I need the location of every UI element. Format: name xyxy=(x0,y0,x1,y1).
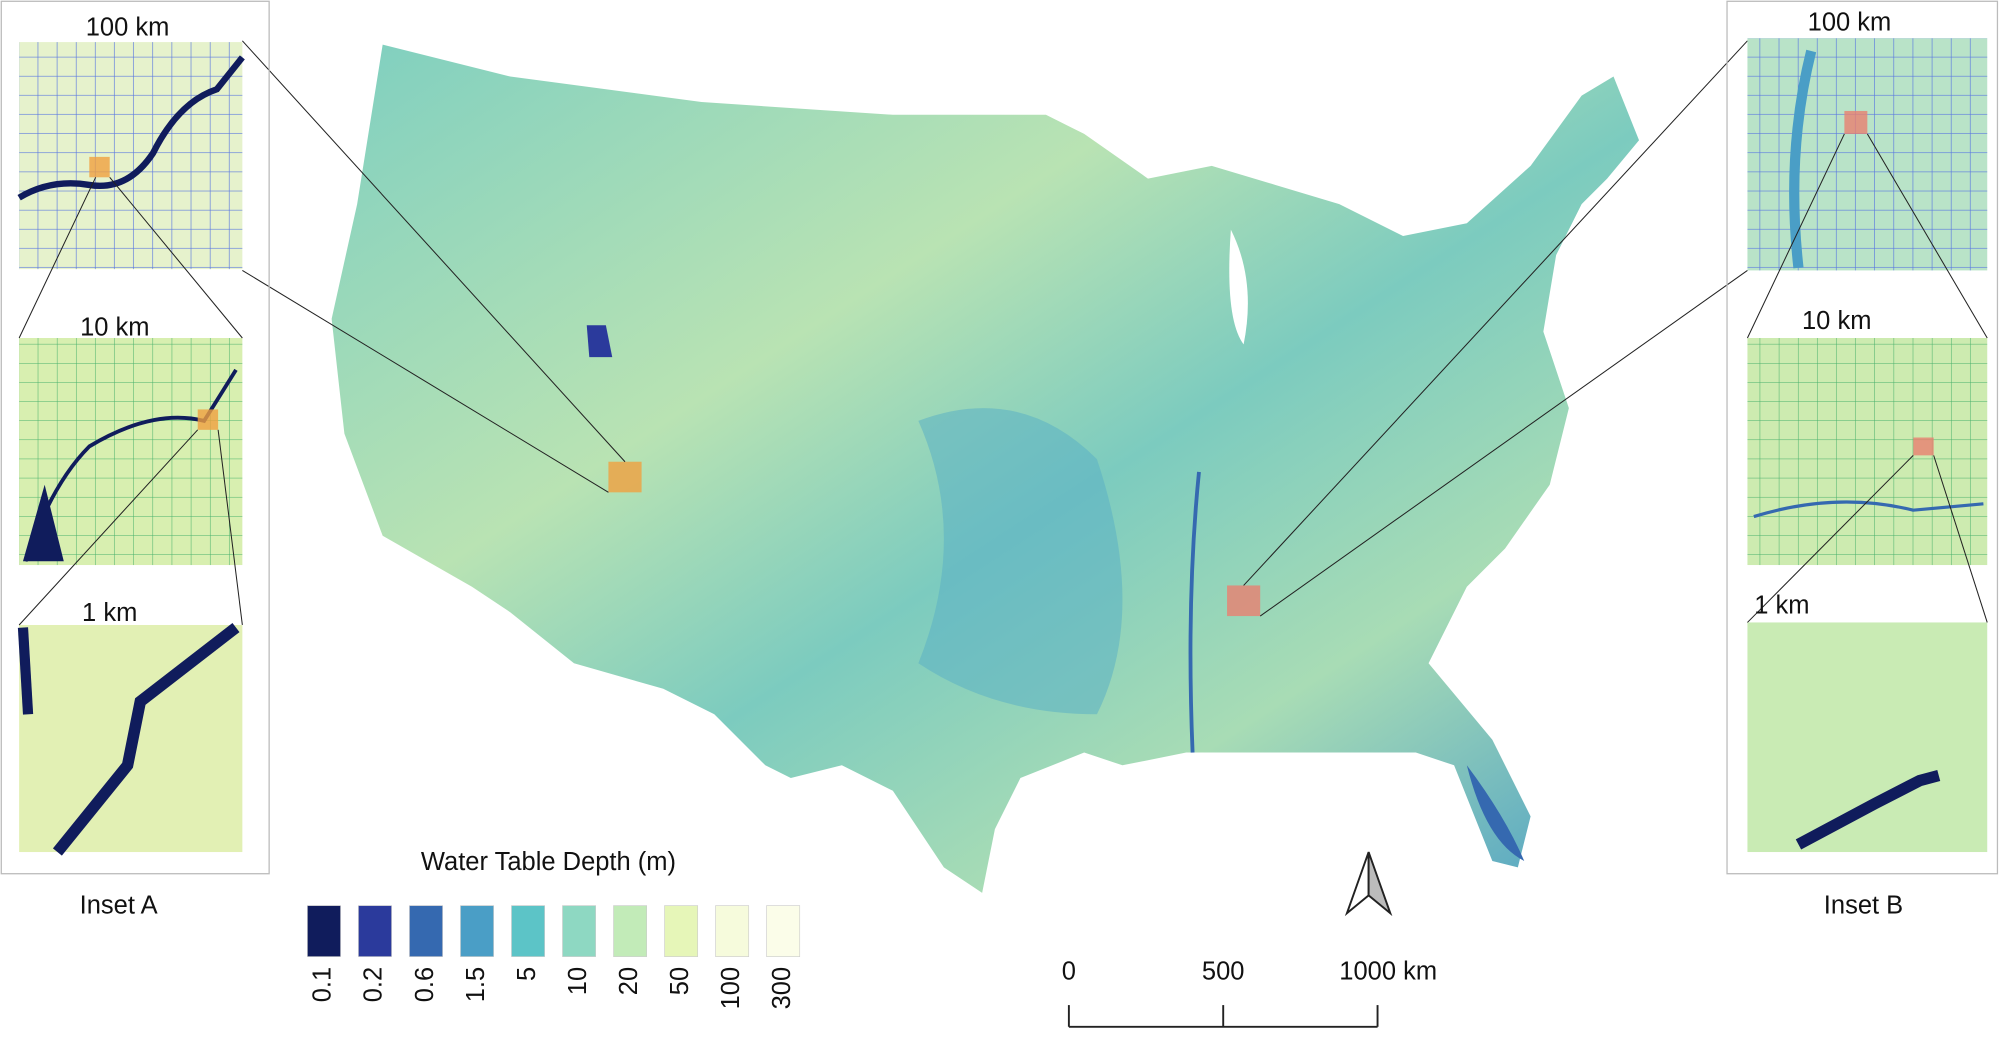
scale-label: 100 km xyxy=(1808,9,1892,37)
legend-swatch xyxy=(664,905,699,957)
legend-label: 50 xyxy=(666,967,694,995)
legend-swatch xyxy=(715,905,750,957)
us-map xyxy=(331,44,1640,893)
inset-b: 100 km 10 km 1 km Inset B xyxy=(1726,0,1999,919)
legend-swatch xyxy=(307,905,341,957)
legend-title: Water Table Depth (m) xyxy=(421,848,676,876)
legend-label: 0.6 xyxy=(411,967,439,1002)
inset-a: 100 km 10 km 1 km Inset A xyxy=(0,0,270,919)
scale-tick-label: 500 xyxy=(1202,958,1245,986)
scale-label: 10 km xyxy=(80,313,149,341)
legend-label: 10 xyxy=(564,967,592,995)
scale-bar: 0 500 1000 km xyxy=(1062,958,1437,1028)
legend-swatch xyxy=(460,905,494,957)
scale-label: 10 km xyxy=(1802,307,1871,335)
legend-label: 20 xyxy=(615,967,643,995)
legend-label: 0.2 xyxy=(360,967,388,1002)
scale-tick-label: 1000 km xyxy=(1339,958,1437,986)
connector-lines xyxy=(241,40,1748,617)
legend-swatch xyxy=(766,905,801,957)
legend-swatch xyxy=(511,905,545,957)
legend-swatch xyxy=(562,905,596,957)
inset-label: Inset A xyxy=(80,891,158,919)
legend: 0.1 0.2 0.6 1.5 5 10 20 50 100 300 xyxy=(307,905,801,1010)
legend-swatch xyxy=(613,905,648,957)
legend-swatch xyxy=(358,905,392,957)
north-arrow xyxy=(1344,851,1393,917)
legend-label: 5 xyxy=(513,967,541,981)
legend-label: 300 xyxy=(768,967,796,1010)
legend-swatch xyxy=(409,905,443,957)
inset-label: Inset B xyxy=(1824,891,1903,919)
legend-label: 1.5 xyxy=(462,967,490,1002)
scale-label: 1 km xyxy=(82,599,137,627)
inset-a-locator xyxy=(608,461,642,493)
legend-label: 100 xyxy=(717,967,745,1010)
scale-label: 1 km xyxy=(1754,592,1809,620)
scale-tick-label: 0 xyxy=(1062,958,1076,986)
inset-b-locator xyxy=(1227,585,1261,617)
legend-label: 0.1 xyxy=(309,967,337,1002)
scale-label: 100 km xyxy=(86,14,170,42)
